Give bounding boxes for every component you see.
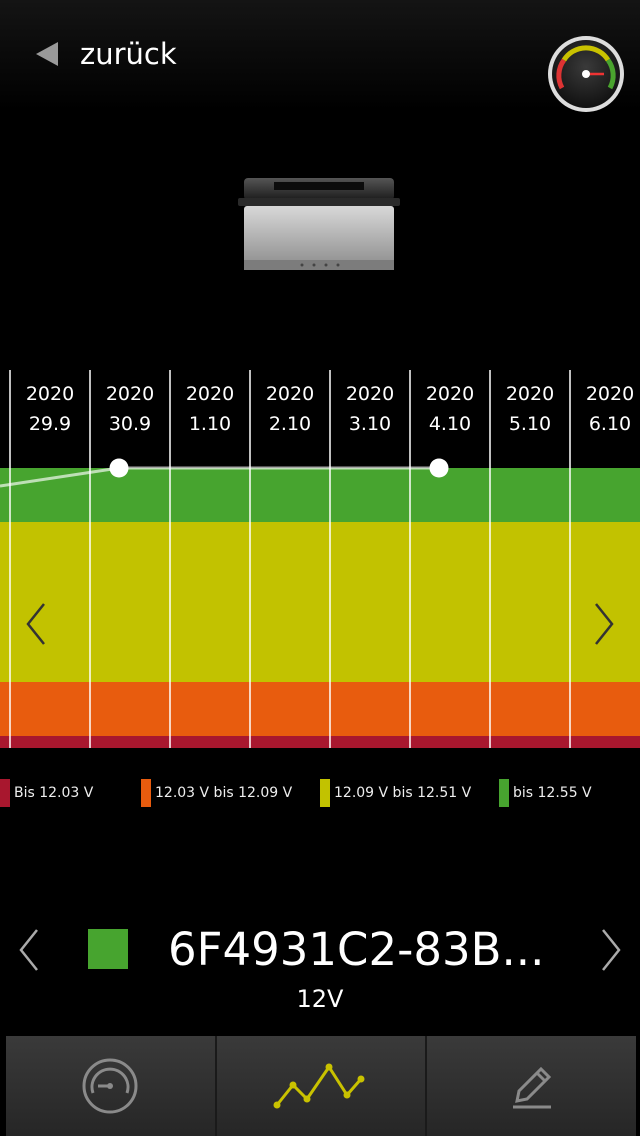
chart-legend: Bis 12.03 V 12.03 V bis 12.09 V 12.09 V … <box>0 778 640 810</box>
x-tick-date: 4.10 <box>429 413 471 435</box>
legend-label: bis 12.55 V <box>513 785 592 801</box>
x-tick-date: 6.10 <box>589 413 631 435</box>
header: zurück <box>0 0 640 112</box>
chevron-right-icon <box>595 603 614 645</box>
chevron-left-icon <box>26 603 45 645</box>
tab-edit[interactable] <box>427 1036 637 1136</box>
legend-swatch <box>499 779 509 807</box>
x-tick-year: 2020 <box>26 383 74 405</box>
x-tick-year: 2020 <box>586 383 634 405</box>
x-tick-date: 3.10 <box>349 413 391 435</box>
x-tick-year: 2020 <box>346 383 394 405</box>
data-point[interactable] <box>429 458 449 478</box>
back-button[interactable]: zurück <box>36 34 177 74</box>
device-voltage: 12V <box>296 985 344 1013</box>
legend-swatch <box>141 779 151 807</box>
legend-item: Bis 12.03 V <box>0 778 93 808</box>
voltage-chart[interactable]: 2020 29.9 2020 30.9 2020 1.10 2020 2.10 2020 3.10… <box>0 370 640 750</box>
line-chart-icon <box>273 1063 365 1109</box>
legend-item: bis 12.55 V <box>499 778 592 808</box>
chart-band <box>0 736 640 748</box>
device-next-button[interactable] <box>600 928 622 976</box>
car-battery-image <box>236 176 402 276</box>
x-tick-date: 5.10 <box>509 413 551 435</box>
x-tick-year: 2020 <box>106 383 154 405</box>
chevron-left-icon <box>19 929 38 971</box>
x-tick-date: 2.10 <box>269 413 311 435</box>
device-prev-button[interactable] <box>18 928 40 976</box>
chart-band <box>0 522 640 682</box>
legend-swatch <box>0 779 10 807</box>
device-name: 6F4931C2-83B... <box>168 923 545 976</box>
x-tick-date: 29.9 <box>29 413 71 435</box>
x-tick-date: 30.9 <box>109 413 151 435</box>
chart-svg: 2020 29.9 2020 30.9 2020 1.10 2020 2.10 2020 3.10… <box>0 370 640 748</box>
tab-chart[interactable] <box>216 1036 428 1136</box>
gauge-icon <box>82 1058 138 1114</box>
device-status-square <box>88 929 128 969</box>
x-tick-date: 1.10 <box>189 413 231 435</box>
legend-item: 12.09 V bis 12.51 V <box>320 778 471 808</box>
x-tick-year: 2020 <box>426 383 474 405</box>
back-label: zurück <box>80 37 177 71</box>
chevron-right-icon <box>602 929 621 971</box>
legend-label: Bis 12.03 V <box>14 785 94 801</box>
legend-swatch <box>320 779 330 807</box>
pencil-icon <box>512 1066 551 1109</box>
data-point[interactable] <box>109 458 129 478</box>
chart-band <box>0 682 640 736</box>
chart-band <box>0 468 640 522</box>
gauge-icon <box>548 36 624 112</box>
x-tick-year: 2020 <box>266 383 314 405</box>
tab-gauge[interactable] <box>6 1036 217 1136</box>
device-selector: 6F4931C2-83B... <box>0 910 640 990</box>
legend-item: 12.03 V bis 12.09 V <box>141 778 292 808</box>
x-tick-year: 2020 <box>506 383 554 405</box>
legend-label: 12.09 V bis 12.51 V <box>334 785 472 801</box>
x-tick-year: 2020 <box>186 383 234 405</box>
gauge-button[interactable] <box>546 34 626 114</box>
legend-label: 12.03 V bis 12.09 V <box>155 785 293 801</box>
back-triangle-icon <box>36 42 58 66</box>
tab-bar <box>6 1036 637 1136</box>
